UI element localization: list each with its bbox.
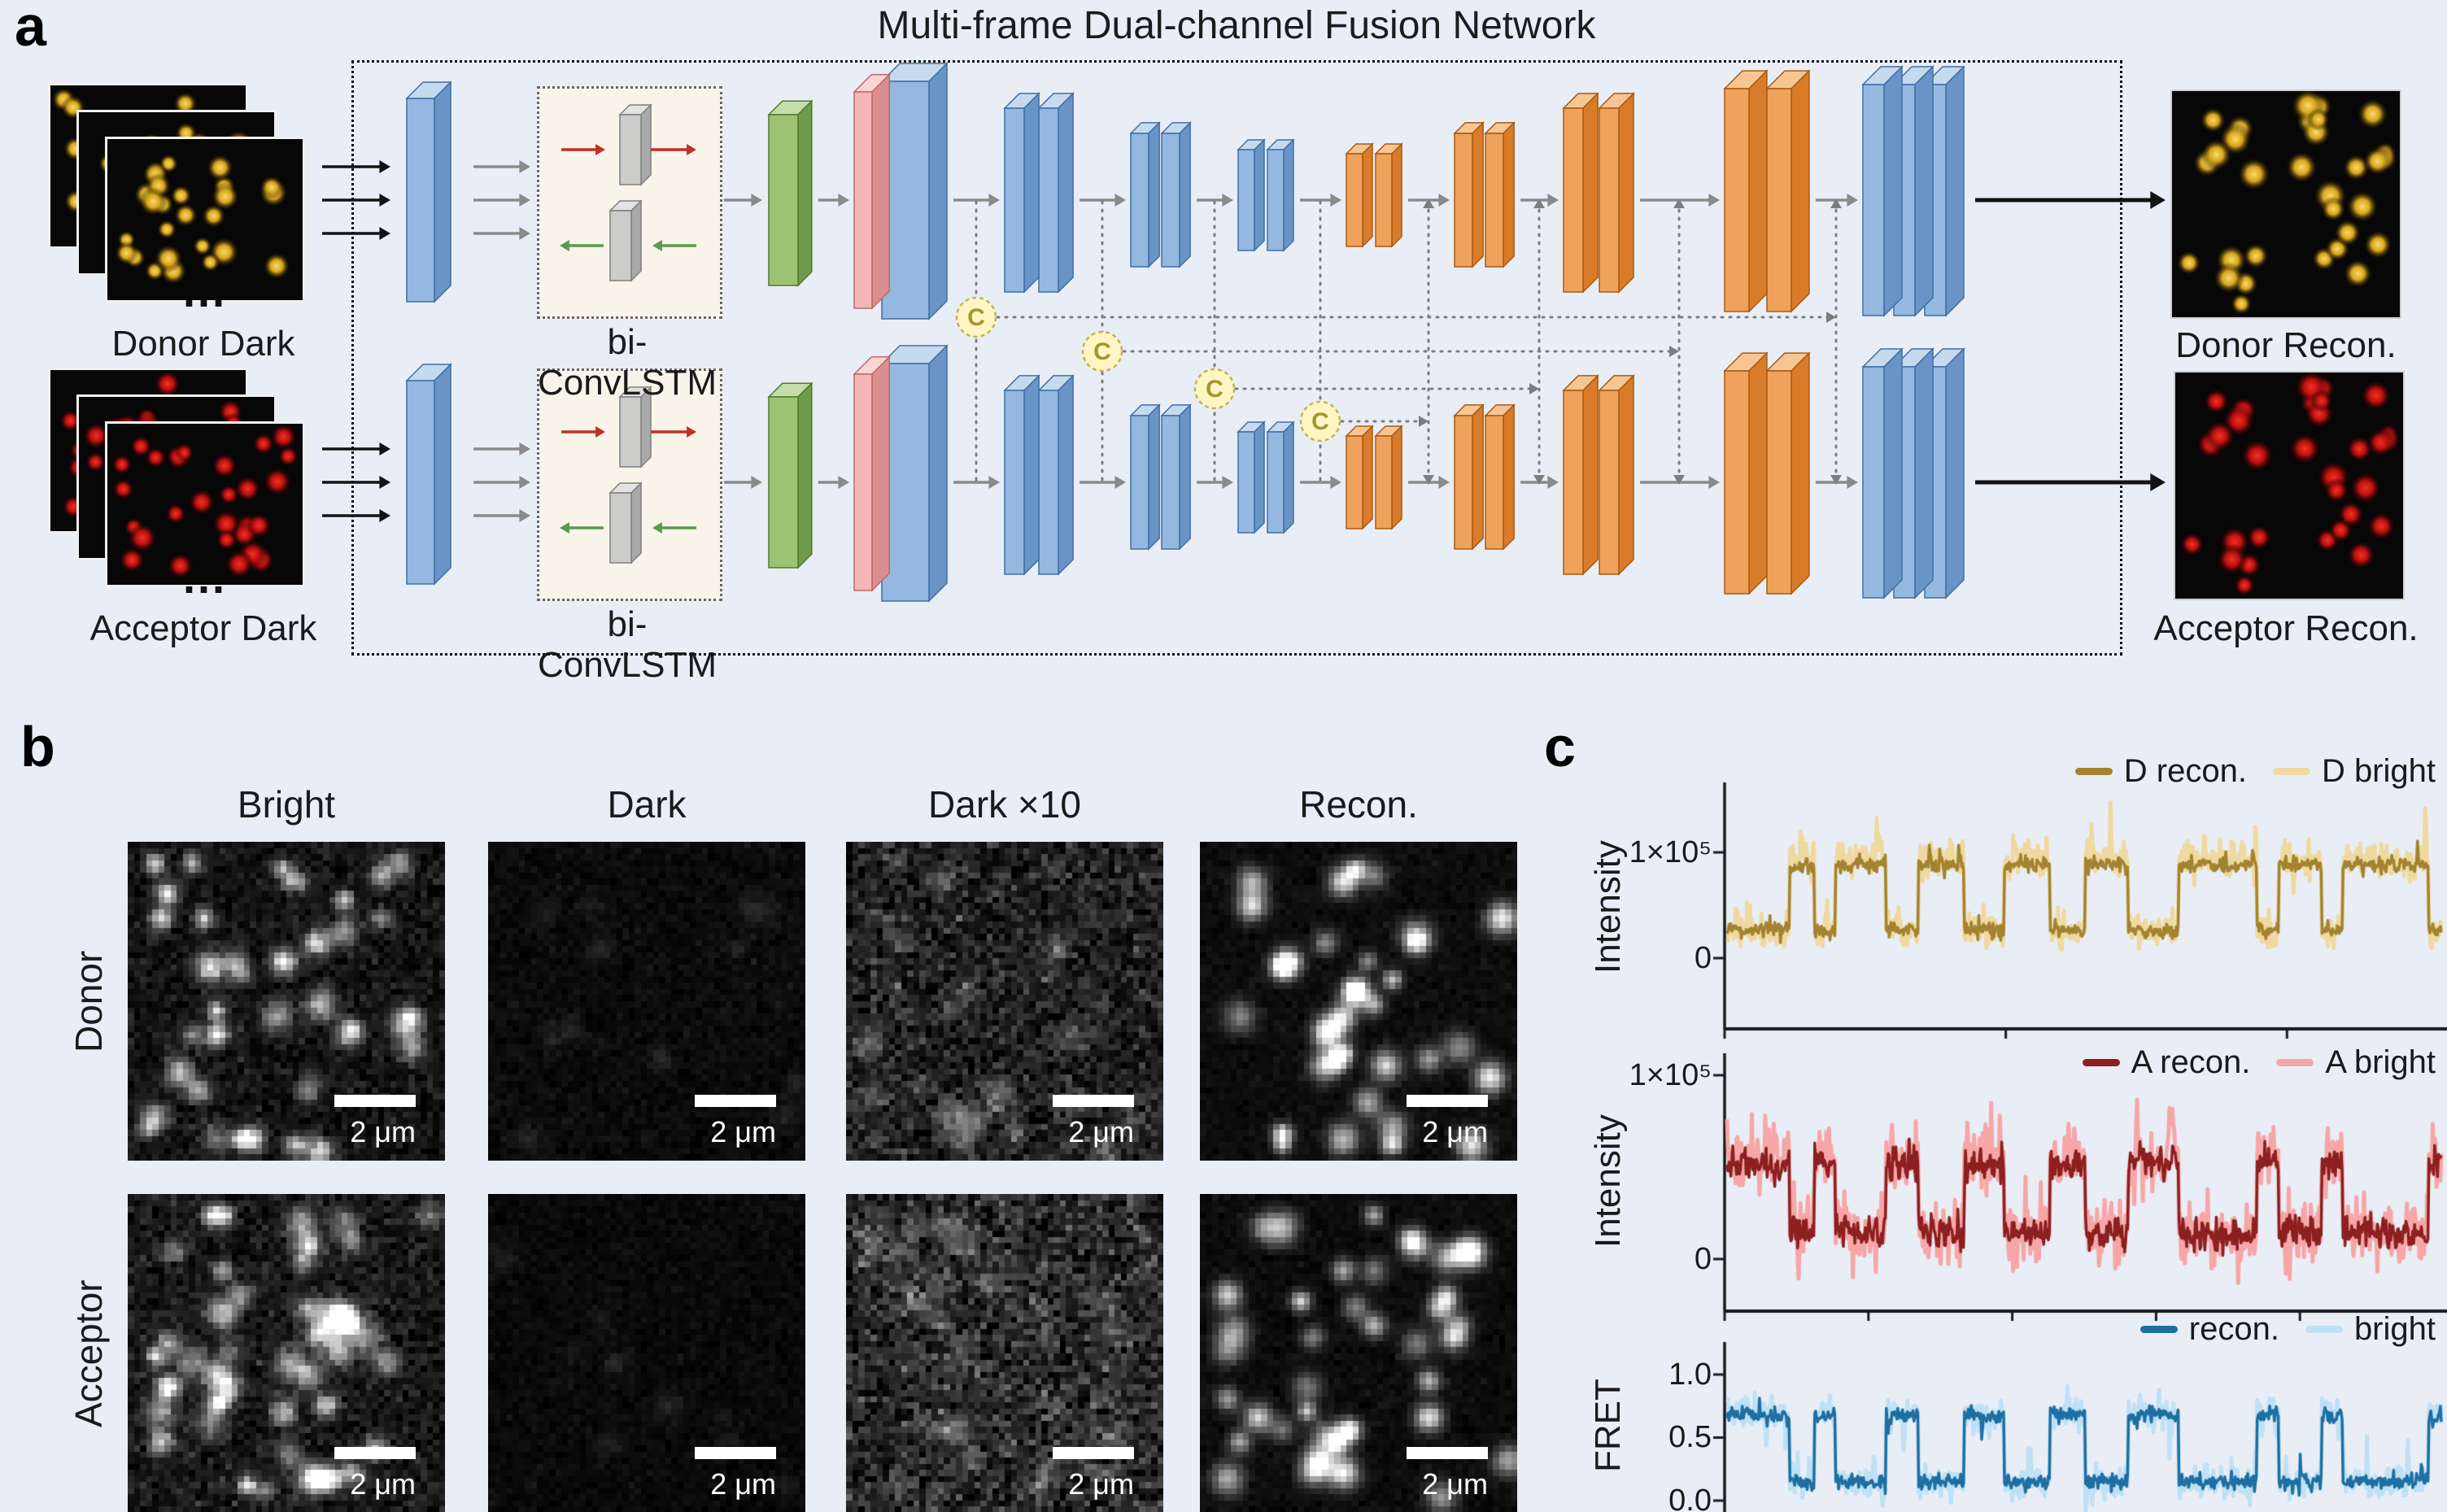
panel-b-letter: b [20, 715, 55, 778]
bi-convlstm-label-acceptor: bi-ConvLSTM [537, 604, 718, 685]
micro-image-acceptor-dark [488, 1194, 805, 1512]
micro-image-acceptor-recon [1200, 1194, 1517, 1512]
legend-label-a-bright: A bright [2325, 1044, 2436, 1080]
panel-c-letter: c [1544, 715, 1576, 778]
donor-dark-frame-front [107, 139, 303, 300]
bi-convlstm-label-donor: bi-ConvLSTM [537, 322, 718, 403]
scalebar [334, 1447, 416, 1459]
micro-cell-acceptor-recon: 2 μm [1200, 1194, 1517, 1512]
legend-swatch-fret-bright [2305, 1326, 2343, 1333]
acceptor-recon-image [2175, 373, 2403, 599]
ytick-1e5-donor: 1×10⁵ [1629, 835, 1712, 869]
micro-cell-acceptor-dark-x10: 2 μm [846, 1194, 1163, 1512]
legend-label-fret-recon: recon. [2188, 1311, 2279, 1347]
micro-image-acceptor-dark-x10 [846, 1194, 1163, 1512]
micro-cell-donor-dark-x10: 2 μm [846, 842, 1163, 1161]
svg-text:C: C [1311, 408, 1329, 435]
scalebar [1053, 1447, 1134, 1459]
ytick-1-fret: 1.0 [1668, 1357, 1712, 1392]
legend-swatch-d-bright [2272, 768, 2310, 775]
micro-image-donor-dark [488, 842, 805, 1161]
legend-item: D bright [2272, 753, 2436, 790]
col-header-bright: Bright [237, 783, 336, 826]
col-header-recon: Recon. [1299, 783, 1418, 826]
micro-cell-acceptor-bright: 2 μm [128, 1194, 445, 1512]
ytick-0-donor: 0 [1694, 941, 1712, 975]
col-header-dark: Dark [607, 783, 687, 826]
scalebar-label: 2 μm [1068, 1467, 1134, 1501]
chart-fret [1708, 1338, 2447, 1512]
chart-donor-intensity [1708, 773, 2447, 1041]
donor-stack-ellipsis: ... [182, 268, 227, 316]
scalebar [695, 1095, 776, 1107]
scalebar-label: 2 μm [350, 1467, 416, 1501]
micro-cell-donor-recon: 2 μm [1200, 842, 1517, 1161]
acceptor-stack-ellipsis: ... [182, 554, 227, 603]
svg-text:C: C [967, 304, 985, 331]
scalebar-label: 2 μm [1068, 1115, 1134, 1148]
micro-image-donor-dark-x10 [846, 842, 1163, 1161]
legend-label-d-recon: D recon. [2123, 753, 2247, 789]
legend-label-a-recon: A recon. [2131, 1044, 2251, 1080]
micro-cell-acceptor-dark: 2 μm [488, 1194, 805, 1512]
micro-image-donor-bright [128, 842, 445, 1161]
micro-cell-donor-dark: 2 μm [488, 842, 805, 1161]
concat-node-1: C [955, 296, 997, 338]
col-header-dark-x10: Dark ×10 [928, 783, 1081, 826]
row-label-acceptor: Acceptor [68, 1279, 110, 1427]
legend-item: recon. [2139, 1311, 2279, 1348]
acceptor-recon-label: Acceptor Recon. [2153, 608, 2419, 648]
legend-label-fret-bright: bright [2353, 1311, 2436, 1347]
scalebar-label: 2 μm [350, 1115, 416, 1148]
ytick-0-acceptor: 0 [1694, 1242, 1712, 1276]
legend-item: A bright [2276, 1044, 2436, 1081]
legend-label-d-bright: D bright [2321, 753, 2436, 789]
legend-swatch-a-recon [2082, 1059, 2120, 1066]
scalebar-label: 2 μm [1422, 1467, 1488, 1501]
legend-acceptor-intensity: A recon. A bright [2082, 1044, 2436, 1081]
concat-node-2: C [1081, 330, 1123, 373]
ytick-00-fret: 0.0 [1668, 1484, 1712, 1512]
ytick-05-fret: 0.5 [1668, 1420, 1712, 1454]
micro-image-donor-recon [1200, 842, 1517, 1161]
acceptor-dark-label: Acceptor Dark [89, 608, 317, 648]
legend-donor-intensity: D recon. D bright [2074, 753, 2436, 790]
legend-swatch-fret-recon [2139, 1326, 2178, 1333]
scalebar-label: 2 μm [710, 1467, 776, 1501]
concat-node-3: C [1193, 368, 1236, 410]
micro-image-acceptor-bright [128, 1194, 445, 1512]
donor-dark-label: Donor Dark [111, 324, 295, 364]
scalebar [1053, 1095, 1134, 1107]
concat-node-4: C [1299, 400, 1341, 442]
ytick-1e5-acceptor: 1×10⁵ [1629, 1058, 1712, 1092]
panel-a-letter: a [15, 0, 46, 58]
chart-acceptor-intensity [1708, 1041, 2447, 1322]
y-axis-label-donor-intensity: Intensity [1588, 840, 1628, 974]
svg-text:C: C [1093, 338, 1111, 365]
donor-recon-label: Donor Recon. [2175, 325, 2397, 365]
scalebar-label: 2 μm [1422, 1115, 1488, 1148]
scalebar [334, 1095, 416, 1107]
fusion-network-diagram: C C C C [322, 62, 2166, 603]
micro-cell-donor-bright: 2 μm [128, 842, 445, 1161]
scalebar [1407, 1447, 1488, 1459]
row-label-donor: Donor [68, 950, 110, 1052]
scalebar [1407, 1095, 1488, 1107]
donor-recon-image [2172, 91, 2400, 317]
legend-swatch-a-bright [2276, 1059, 2314, 1066]
scalebar-label: 2 μm [710, 1115, 776, 1148]
legend-fret: recon. bright [2139, 1311, 2436, 1348]
figure-title: Multi-frame Dual-channel Fusion Network [877, 4, 1596, 47]
acceptor-dark-frame-front [107, 424, 303, 585]
network-boundary-box [351, 60, 2122, 656]
scalebar [695, 1447, 776, 1459]
legend-swatch-d-recon [2074, 768, 2113, 775]
legend-item: A recon. [2082, 1044, 2251, 1081]
svg-text:C: C [1206, 376, 1224, 403]
legend-item: D recon. [2074, 753, 2247, 790]
legend-item: bright [2305, 1311, 2436, 1348]
